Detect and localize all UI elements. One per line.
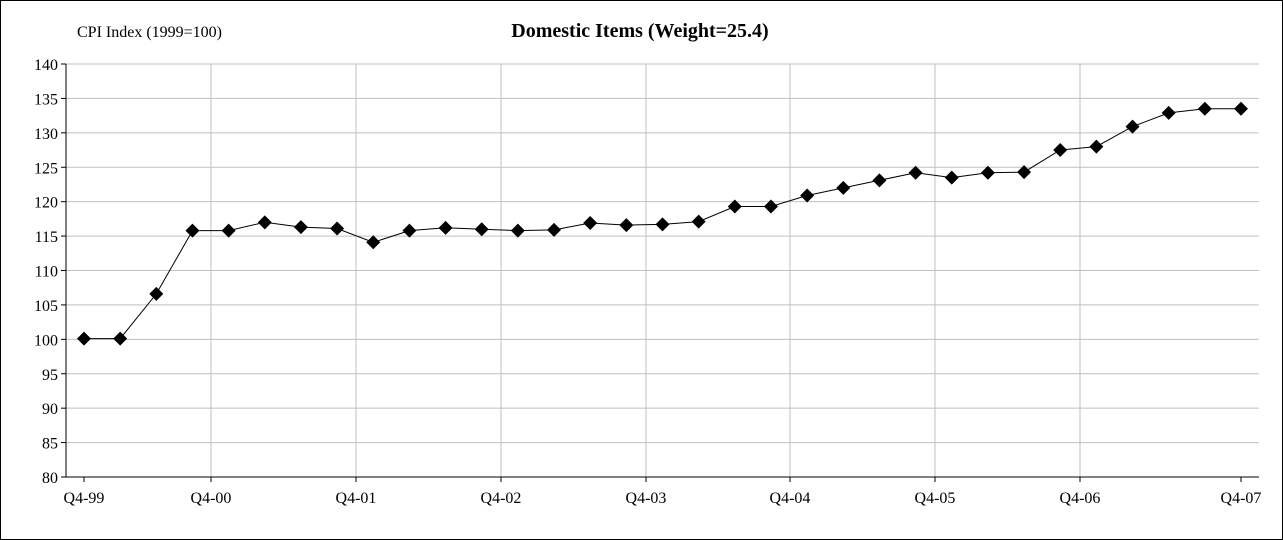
data-point <box>944 170 959 185</box>
data-point <box>221 223 236 238</box>
series-group <box>77 101 1248 346</box>
data-point <box>1017 165 1032 180</box>
y-tick-label: 100 <box>34 332 58 349</box>
data-point <box>257 215 272 230</box>
y-tick-label: 85 <box>42 436 58 453</box>
data-point <box>691 214 706 229</box>
x-tick-label: Q4-06 <box>1060 490 1101 507</box>
data-point <box>149 286 164 301</box>
y-axis-label: CPI Index (1999=100) <box>77 24 222 41</box>
x-tick-labels: Q4-99 Q4-00 Q4-01 Q4-02 Q4-03 Q4-04 Q4-05 Q4-06… <box>64 490 1262 507</box>
x-tick-label: Q4-01 <box>336 490 377 507</box>
y-tick-label: 105 <box>34 298 58 315</box>
x-tick-label: Q4-04 <box>770 490 811 507</box>
data-point <box>655 217 670 232</box>
data-point <box>185 223 200 238</box>
data-point <box>1125 119 1140 134</box>
y-tick-label: 95 <box>42 367 58 384</box>
data-point <box>438 220 453 235</box>
data-point <box>1234 101 1248 116</box>
data-point <box>113 331 128 346</box>
x-tick-label: Q4-05 <box>915 490 956 507</box>
gridlines <box>66 63 1259 477</box>
data-point <box>547 222 562 237</box>
y-tick-label: 110 <box>35 264 58 281</box>
data-point <box>1197 101 1212 116</box>
data-point <box>510 223 525 238</box>
chart-title: Domestic Items (Weight=25.4) <box>511 20 768 42</box>
x-tick-label: Q4-07 <box>1221 490 1262 507</box>
axes <box>61 63 1259 482</box>
data-point <box>619 218 634 233</box>
x-tick-label: Q4-03 <box>626 490 667 507</box>
data-point <box>980 165 995 180</box>
data-point <box>727 199 742 214</box>
x-tick-label: Q4-99 <box>64 490 105 507</box>
y-tick-label: 90 <box>42 401 58 418</box>
y-tick-label: 120 <box>34 195 58 212</box>
data-point <box>1053 143 1068 158</box>
y-tick-label: 80 <box>42 470 58 487</box>
data-point <box>474 222 489 237</box>
y-tick-label: 140 <box>34 57 58 74</box>
data-point <box>763 199 778 214</box>
data-point <box>77 331 91 346</box>
data-point <box>908 165 923 180</box>
x-tick-label: Q4-00 <box>191 490 232 507</box>
x-tick-label: Q4-02 <box>481 490 522 507</box>
data-point <box>366 235 381 250</box>
data-point <box>872 173 887 188</box>
y-tick-label: 135 <box>34 91 58 108</box>
data-point <box>1089 139 1104 154</box>
y-tick-labels: 80 85 90 95 100 105 110 115 120 125 130 135 140 <box>34 57 58 487</box>
y-tick-label: 130 <box>34 126 58 143</box>
data-point <box>800 188 815 203</box>
data-point <box>836 180 851 195</box>
data-point <box>330 221 345 236</box>
y-tick-label: 115 <box>35 229 58 246</box>
data-point <box>293 220 308 235</box>
y-tick-label: 125 <box>34 160 58 177</box>
data-point <box>402 223 417 238</box>
data-point <box>583 216 598 231</box>
data-point <box>1161 105 1176 120</box>
